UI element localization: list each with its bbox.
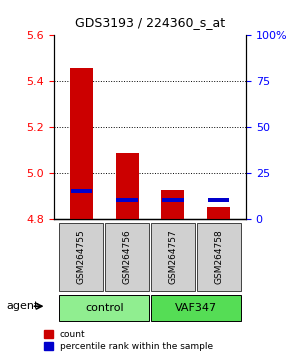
Bar xyxy=(70,68,93,219)
Bar xyxy=(208,198,230,202)
Text: agent: agent xyxy=(6,301,38,311)
Text: VAF347: VAF347 xyxy=(175,303,217,313)
Text: GSM264758: GSM264758 xyxy=(214,229,223,284)
Text: GSM264756: GSM264756 xyxy=(123,229,132,284)
FancyBboxPatch shape xyxy=(151,223,195,291)
Bar xyxy=(70,189,92,193)
Bar xyxy=(116,198,138,202)
Bar xyxy=(161,190,184,219)
FancyBboxPatch shape xyxy=(105,223,149,291)
Bar xyxy=(207,207,230,219)
FancyBboxPatch shape xyxy=(59,223,104,291)
Bar xyxy=(116,153,139,219)
FancyBboxPatch shape xyxy=(151,295,241,321)
Legend: count, percentile rank within the sample: count, percentile rank within the sample xyxy=(44,330,213,351)
Text: control: control xyxy=(85,303,124,313)
Bar xyxy=(162,198,184,202)
Text: GSM264755: GSM264755 xyxy=(77,229,86,284)
Text: GDS3193 / 224360_s_at: GDS3193 / 224360_s_at xyxy=(75,17,225,29)
Text: GSM264757: GSM264757 xyxy=(168,229,177,284)
FancyBboxPatch shape xyxy=(196,223,241,291)
FancyBboxPatch shape xyxy=(59,295,149,321)
